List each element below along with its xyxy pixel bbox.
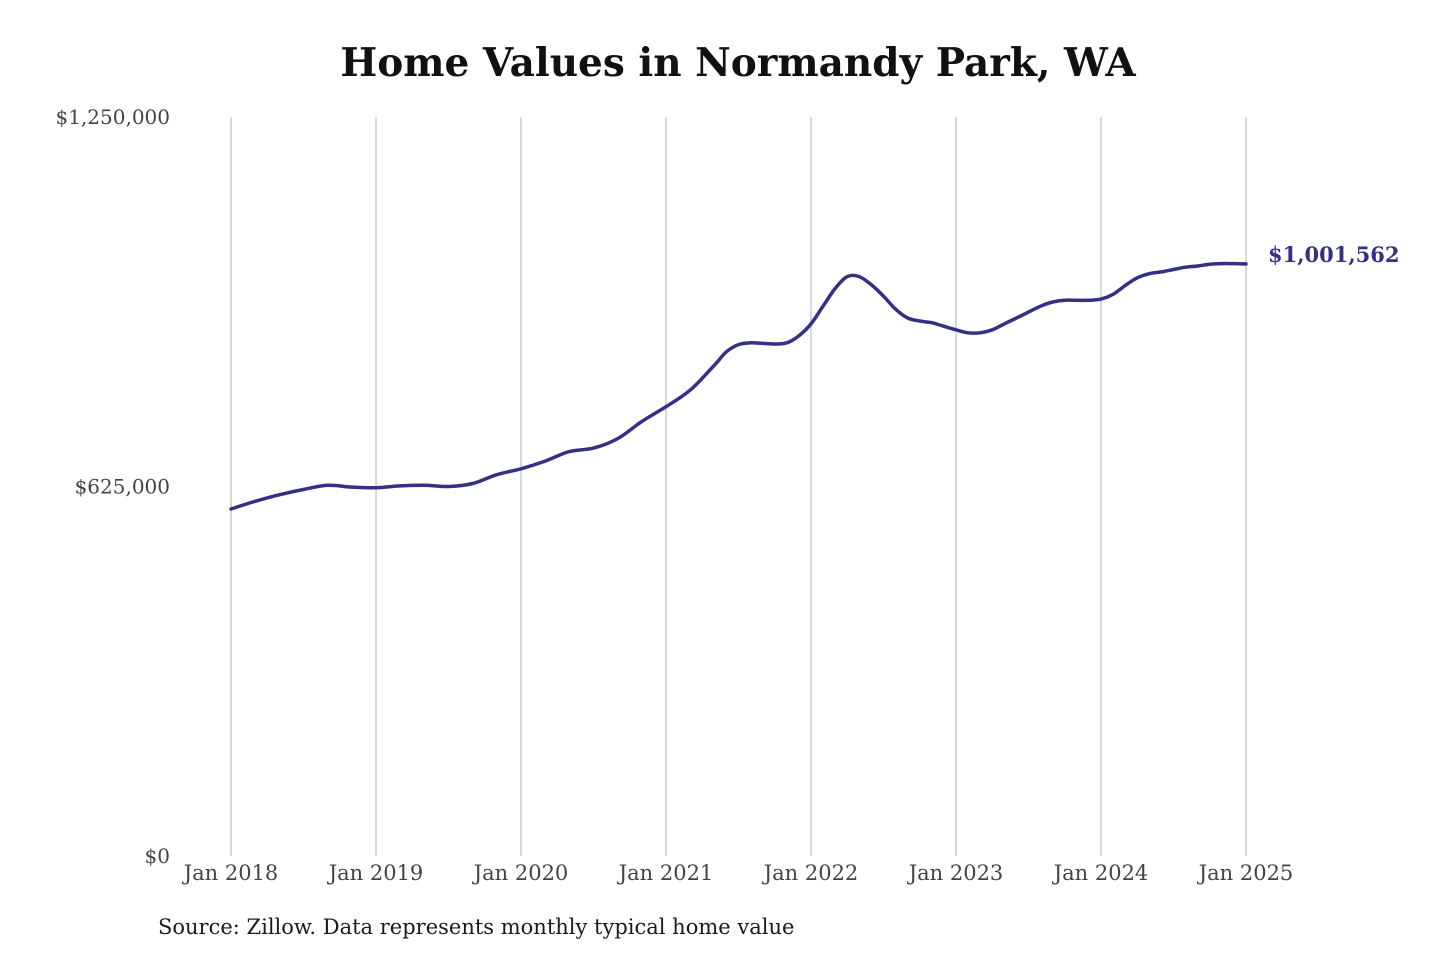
y-tick-label: $625,000 bbox=[75, 475, 170, 499]
chart-title: Home Values in Normandy Park, WA bbox=[340, 40, 1136, 86]
x-tick-label: Jan 2020 bbox=[472, 861, 569, 885]
y-tick-label: $0 bbox=[145, 844, 170, 868]
x-tick-label: Jan 2024 bbox=[1052, 861, 1149, 885]
end-value-label-layer: $1,001,562 bbox=[1268, 242, 1400, 267]
x-tick-label: Jan 2019 bbox=[327, 861, 424, 885]
series-line bbox=[229, 261, 1248, 511]
y-tick-label: $1,250,000 bbox=[55, 105, 170, 129]
x-tick-label: Jan 2021 bbox=[617, 861, 714, 885]
x-tick-label: Jan 2018 bbox=[182, 861, 279, 885]
x-tick-label: Jan 2022 bbox=[762, 861, 859, 885]
end-value-label: $1,001,562 bbox=[1268, 242, 1400, 267]
x-tick-label: Jan 2025 bbox=[1197, 861, 1294, 885]
x-axis-tick-labels: Jan 2018 Jan 2019 Jan 2020 Jan 2021 Jan 2022… bbox=[182, 861, 1294, 885]
x-tick-label: Jan 2023 bbox=[907, 861, 1004, 885]
y-axis-tick-labels: $0 $625,000 $1,250,000 bbox=[55, 105, 170, 868]
series-layer bbox=[229, 261, 1248, 511]
source-note: Source: Zillow. Data represents monthly … bbox=[158, 915, 795, 939]
